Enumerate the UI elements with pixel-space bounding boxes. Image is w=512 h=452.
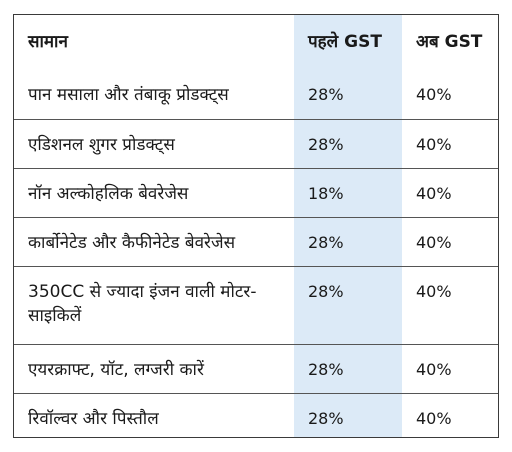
before-gst-cell: 28% <box>308 281 344 301</box>
header-row: सामान पहले GST अब GST <box>14 15 498 70</box>
before-gst-column-highlight <box>294 15 402 437</box>
before-gst-cell: 18% <box>308 183 344 203</box>
gst-table-frame: सामान पहले GST अब GST पान मसाला और तंबाक… <box>13 14 499 438</box>
item-cell: नॉन अल्कोहलिक बेवरेजेस <box>28 183 189 204</box>
header-after-gst: अब GST <box>416 32 483 52</box>
before-gst-cell: 28% <box>308 359 344 379</box>
after-gst-cell: 40% <box>416 359 452 379</box>
table-row: कार्बोनेटेड और कैफीनेटेड बेवरेजेस 28% 40… <box>14 217 498 266</box>
after-gst-cell: 40% <box>416 281 452 301</box>
gst-rate-table: सामान पहले GST अब GST पान मसाला और तंबाक… <box>14 15 498 441</box>
item-cell: 350CC से ज्यादा इंजन वाली मोटर-साइकिलें <box>28 281 257 326</box>
item-cell: एडिशनल शुगर प्रोडक्ट्स <box>28 134 175 155</box>
item-cell: एयरक्राफ्ट, यॉट, लग्जरी कारें <box>28 359 204 380</box>
after-gst-cell: 40% <box>416 232 452 252</box>
table-row: एडिशनल शुगर प्रोडक्ट्स 28% 40% <box>14 119 498 168</box>
before-gst-cell: 28% <box>308 408 344 428</box>
item-cell: रिवॉल्वर और पिस्तौल <box>28 408 159 429</box>
table-row: रिवॉल्वर और पिस्तौल 28% 40% <box>14 393 498 441</box>
table-row: एयरक्राफ्ट, यॉट, लग्जरी कारें 28% 40% <box>14 344 498 393</box>
before-gst-cell: 28% <box>308 85 344 104</box>
after-gst-cell: 40% <box>416 408 452 428</box>
header-before-gst: पहले GST <box>308 32 382 52</box>
header-item: सामान <box>28 32 68 52</box>
item-cell: कार्बोनेटेड और कैफीनेटेड बेवरेजेस <box>28 232 236 253</box>
table-row: 350CC से ज्यादा इंजन वाली मोटर-साइकिलें … <box>14 266 498 344</box>
table-row: नॉन अल्कोहलिक बेवरेजेस 18% 40% <box>14 168 498 217</box>
before-gst-cell: 28% <box>308 232 344 252</box>
after-gst-cell: 40% <box>416 134 452 154</box>
table-row: पान मसाला और तंबाकू प्रोडक्ट्स 28% 40% <box>14 70 498 119</box>
item-cell: पान मसाला और तंबाकू प्रोडक्ट्स <box>28 85 229 105</box>
before-gst-cell: 28% <box>308 134 344 154</box>
after-gst-cell: 40% <box>416 183 452 203</box>
after-gst-cell: 40% <box>416 85 452 104</box>
